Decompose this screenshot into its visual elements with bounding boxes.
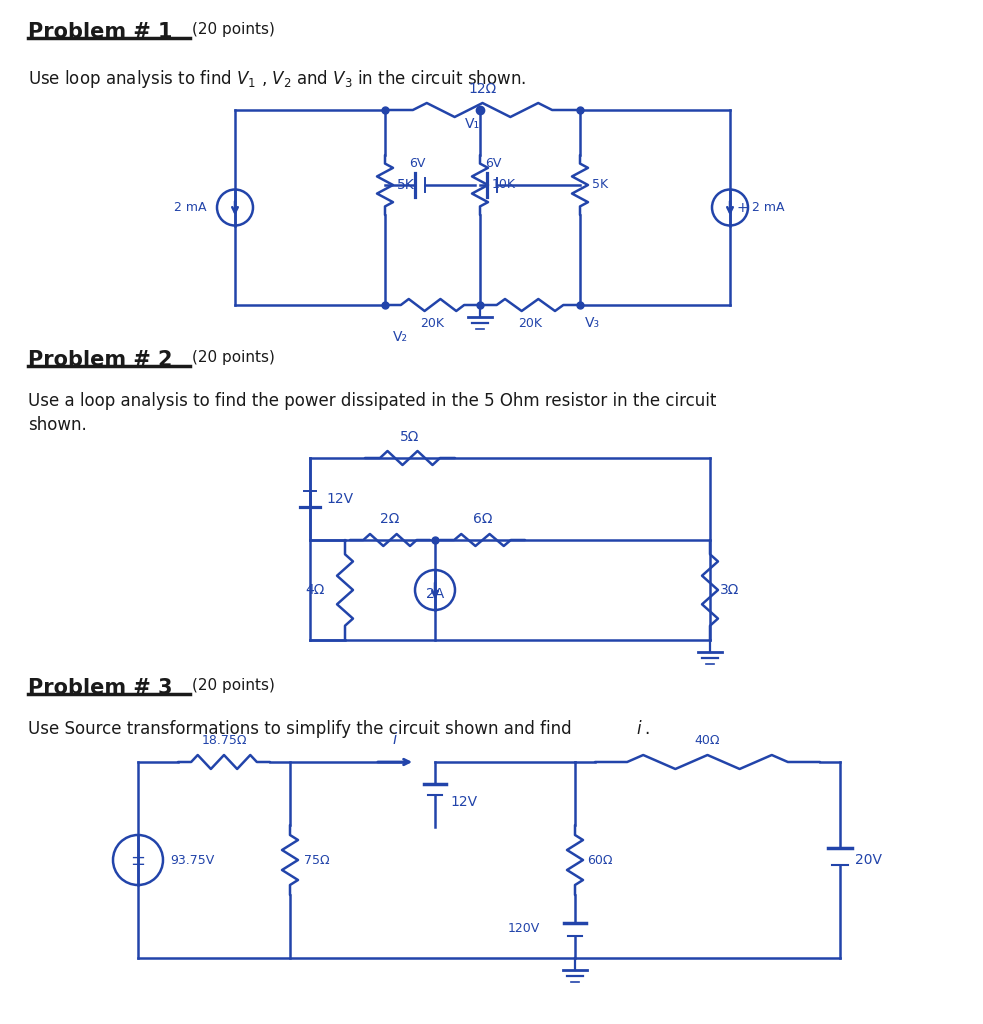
Text: V₂: V₂ [393,330,408,344]
Text: +: + [736,201,748,214]
Text: 12V: 12V [326,492,353,506]
Text: (20 points): (20 points) [192,350,275,365]
Text: (20 points): (20 points) [192,678,275,693]
Text: 2Ω: 2Ω [380,512,400,526]
Text: 6V: 6V [485,157,501,170]
Text: Use Source transformations to simplify the circuit shown and find: Use Source transformations to simplify t… [28,720,577,738]
Text: 6Ω: 6Ω [473,512,492,526]
Text: 3Ω: 3Ω [720,583,739,597]
Text: Use loop analysis to find $V_1$ , $V_2$ and $V_3$ in the circuit shown.: Use loop analysis to find $V_1$ , $V_2$ … [28,68,526,90]
Text: 5K: 5K [397,178,415,193]
Text: Problem # 3: Problem # 3 [28,678,172,698]
Text: Problem # 2: Problem # 2 [28,350,172,370]
Text: 60Ω: 60Ω [587,853,612,866]
Text: 93.75V: 93.75V [170,853,214,866]
Text: V₃: V₃ [585,316,601,330]
Text: 6V: 6V [409,157,426,170]
Text: 75Ω: 75Ω [304,853,329,866]
Text: 20K: 20K [518,317,542,330]
Text: 20V: 20V [855,853,882,867]
Text: 2 mA: 2 mA [175,201,207,214]
Text: 18.75Ω: 18.75Ω [202,734,247,746]
Text: 120V: 120V [508,922,540,935]
Text: 12V: 12V [450,795,477,809]
Text: Use a loop analysis to find the power dissipated in the 5 Ohm resistor in the ci: Use a loop analysis to find the power di… [28,392,717,410]
Text: 2 mA: 2 mA [752,201,784,214]
Text: $i$: $i$ [636,720,643,738]
Text: shown.: shown. [28,416,87,434]
Text: 10K: 10K [492,178,516,191]
Text: .: . [644,720,649,738]
Text: 40Ω: 40Ω [695,734,721,746]
Text: 4Ω: 4Ω [306,583,325,597]
Text: (20 points): (20 points) [192,22,275,37]
Text: $i$: $i$ [392,731,398,746]
Text: 12Ω: 12Ω [468,82,496,96]
Text: 2A: 2A [426,587,444,601]
Text: Problem # 1: Problem # 1 [28,22,172,42]
Text: ±: ± [131,851,145,869]
Text: 5K: 5K [592,178,608,191]
Text: V₁: V₁ [464,117,480,131]
Text: 5Ω: 5Ω [400,430,420,444]
Text: 20K: 20K [421,317,444,330]
